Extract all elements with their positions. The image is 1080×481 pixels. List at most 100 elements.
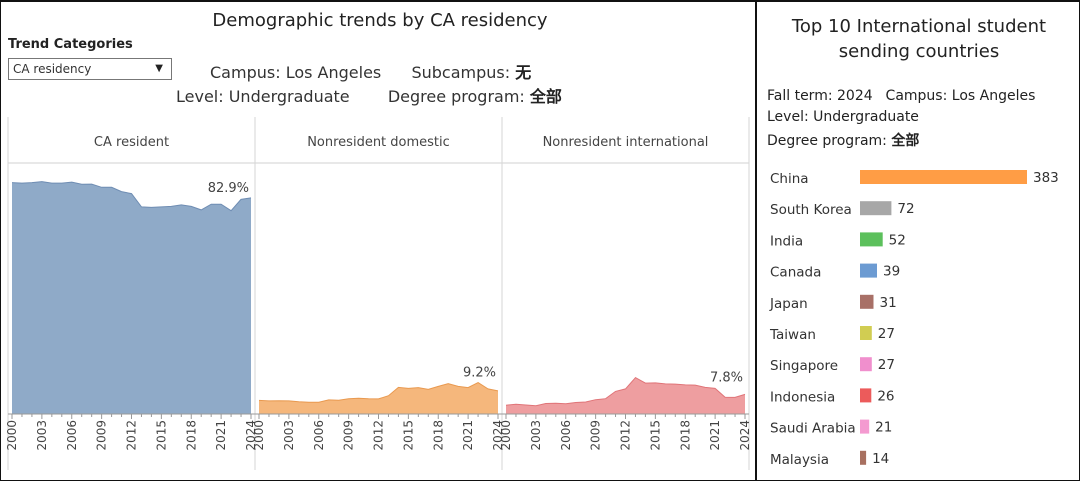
- area-end-label: 7.8%: [710, 370, 743, 385]
- bar-category-label: China: [770, 171, 809, 187]
- fall-term-value: 2024: [837, 88, 873, 104]
- filter-row-2: Level: Undergraduate Degree program: 全部: [176, 83, 562, 107]
- x-tick-label: 2009: [589, 420, 603, 451]
- bar-category-label: Indonesia: [770, 389, 835, 405]
- x-tick-label: 2000: [499, 420, 513, 451]
- x-tick-label: 2024: [738, 420, 752, 451]
- bar-value-label: 31: [880, 295, 897, 311]
- bar-value-label: 72: [897, 201, 914, 217]
- right-level-value: Undergraduate: [813, 109, 919, 125]
- area-end-label: 82.9%: [208, 181, 249, 196]
- right-meta-row-2: Level: Undergraduate: [767, 109, 919, 125]
- x-tick-label: 2003: [282, 420, 296, 451]
- country-bar: [860, 201, 892, 216]
- bar-category-label: Japan: [769, 296, 808, 312]
- bar-value-label: 21: [875, 420, 892, 436]
- trend-selected-value: CA residency: [13, 62, 92, 76]
- area-end-label: 9.2%: [463, 366, 496, 381]
- right-meta-row-3: Degree program: 全部: [767, 130, 919, 150]
- facet-header-label: CA resident: [94, 135, 169, 150]
- x-tick-label: 2000: [5, 420, 19, 451]
- right-meta-row-1: Fall term: 2024 Campus: Los Angeles: [767, 88, 1035, 104]
- x-tick-label: 2003: [529, 420, 543, 451]
- x-tick-label: 2000: [252, 420, 266, 451]
- bar-value-label: 39: [883, 264, 900, 280]
- x-tick-label: 2021: [461, 420, 475, 451]
- country-bar: [860, 419, 870, 434]
- x-tick-label: 2012: [372, 420, 386, 451]
- trend-categories-dropdown[interactable]: CA residency ▼: [8, 58, 172, 80]
- bar-value-label: 27: [878, 326, 895, 342]
- x-tick-label: 2012: [125, 420, 139, 451]
- bar-category-label: Singapore: [770, 358, 838, 374]
- bar-value-label: 27: [878, 357, 895, 373]
- subcampus-filter-value: 无: [515, 63, 532, 82]
- x-tick-label: 2018: [184, 420, 198, 451]
- bar-category-label: Taiwan: [769, 327, 816, 343]
- bar-category-label: India: [770, 233, 803, 249]
- area-fill: [259, 382, 498, 414]
- bar-value-label: 14: [872, 451, 889, 467]
- level-filter-label: Level:: [176, 87, 224, 106]
- area-line: [258, 382, 499, 403]
- x-tick-label: 2021: [708, 420, 722, 451]
- trend-categories-label: Trend Categories: [8, 37, 133, 52]
- bar-category-label: Canada: [770, 265, 821, 281]
- x-tick-label: 2021: [214, 420, 228, 451]
- bar-value-label: 26: [877, 388, 894, 404]
- right-panel-title: Top 10 International student sending cou…: [760, 14, 1078, 64]
- x-tick-label: 2006: [312, 420, 326, 451]
- x-tick-label: 2009: [95, 420, 109, 451]
- x-tick-label: 2018: [678, 420, 692, 451]
- bar-category-label: Saudi Arabia: [770, 421, 856, 437]
- country-bar: [860, 170, 1027, 184]
- filter-row-1: Campus: Los Angeles Subcampus: 无: [210, 59, 531, 83]
- country-bar: [860, 232, 883, 247]
- x-tick-label: 2009: [342, 420, 356, 451]
- subcampus-filter-label: Subcampus:: [411, 63, 511, 82]
- right-campus-value: Los Angeles: [951, 88, 1036, 104]
- degree-filter-value: 全部: [529, 87, 562, 106]
- x-tick-label: 2018: [431, 420, 445, 451]
- panel-divider: [755, 0, 757, 481]
- country-bar: [860, 388, 872, 403]
- x-tick-label: 2024: [491, 420, 505, 451]
- facet-header-label: Nonresident domestic: [307, 135, 450, 150]
- x-tick-label: 2006: [65, 420, 79, 451]
- dashboard-title: Demographic trends by CA residency: [212, 10, 548, 31]
- right-title-line2: sending countries: [838, 41, 1000, 62]
- facet-header-label: Nonresident international: [543, 135, 709, 150]
- area-fill: [506, 377, 745, 414]
- x-tick-label: 2024: [244, 420, 258, 451]
- campus-filter-label: Campus:: [210, 63, 281, 82]
- bar-value-label: 383: [1033, 170, 1059, 186]
- x-tick-label: 2003: [35, 420, 49, 451]
- fall-term-label: Fall term:: [767, 88, 833, 104]
- area-line: [505, 376, 746, 407]
- x-tick-label: 2006: [559, 420, 573, 451]
- right-degree-value: 全部: [891, 133, 920, 149]
- country-bar: [860, 263, 877, 278]
- level-filter-value: Undergraduate: [228, 87, 350, 106]
- country-bar: [860, 326, 872, 340]
- bar-value-label: 52: [889, 232, 906, 248]
- campus-filter-value: Los Angeles: [285, 63, 382, 82]
- right-degree-label: Degree program:: [767, 133, 887, 149]
- x-tick-label: 2015: [648, 420, 662, 451]
- x-tick-label: 2015: [154, 420, 168, 451]
- x-tick-label: 2015: [401, 420, 415, 451]
- degree-filter-label: Degree program:: [387, 87, 525, 106]
- right-title-line1: Top 10 International student: [791, 16, 1047, 37]
- x-tick-label: 2012: [619, 420, 633, 451]
- country-bar: [860, 294, 874, 309]
- area-line: [11, 181, 252, 212]
- area-fill: [12, 181, 251, 414]
- bar-category-label: Malaysia: [770, 452, 829, 468]
- right-campus-label: Campus:: [885, 88, 948, 104]
- country-bar: [860, 450, 867, 465]
- right-level-label: Level:: [767, 109, 809, 125]
- chevron-down-icon[interactable]: ▼: [155, 63, 163, 74]
- country-bar: [860, 357, 872, 372]
- bar-category-label: South Korea: [770, 202, 852, 218]
